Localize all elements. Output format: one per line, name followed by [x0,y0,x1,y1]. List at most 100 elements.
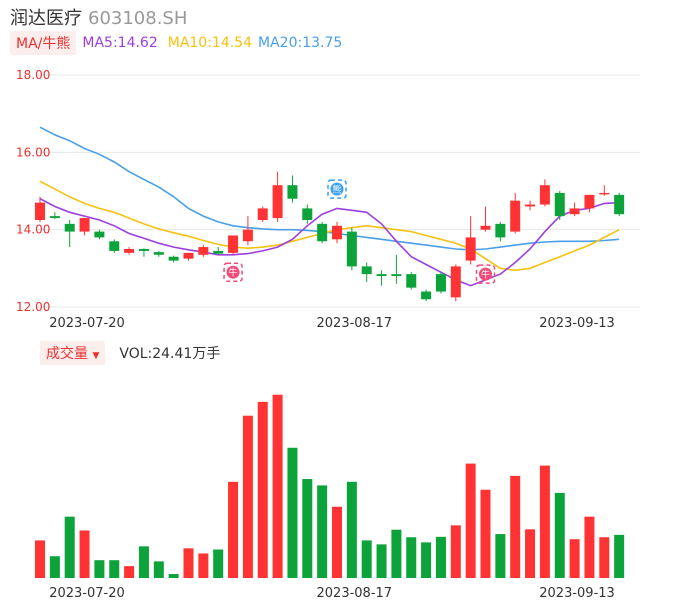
candle [361,266,372,275]
volume-bar [124,566,135,578]
candle [287,185,298,199]
volume-value: VOL:24.41万手 [119,346,221,362]
volume-bar [213,549,224,578]
candle [376,274,387,277]
ma5-legend: MA5:14.62 [82,35,158,51]
candle [584,194,595,209]
volume-bar [287,447,298,578]
svg-text:熊: 熊 [332,184,341,196]
candle [599,192,610,195]
volume-bar [599,537,610,578]
candle [435,274,446,292]
volume-bar [450,525,461,578]
volume-bar [183,548,194,578]
svg-text:牛: 牛 [229,267,238,279]
candle [554,192,565,217]
candle [421,291,432,300]
volume-bar [554,492,565,578]
y-tick-label: 18.00 [16,68,50,82]
candle [510,200,521,232]
volume-bar [168,574,179,578]
candle [525,204,536,207]
candle [346,231,357,267]
volume-bar [64,516,75,578]
volume-bar [495,534,506,578]
ma20-line [39,126,620,251]
bear-signal-icon: 熊 [327,179,347,199]
volume-bar [242,415,253,578]
volume-bar [79,530,90,578]
candle [539,185,550,205]
ma10-line [39,180,620,272]
volume-bar [332,506,342,578]
stock-code: 603108.SH [88,8,188,29]
candle [614,194,625,215]
y-tick-label: 12.00 [16,300,50,314]
volume-bar [376,544,387,578]
ma20-legend: MA20:13.75 [258,35,343,51]
volume-bar [584,516,595,578]
volume-bar [361,540,372,578]
candle [272,185,283,219]
stock-name: 润达医疗 [10,8,82,29]
volume-bar [346,481,357,578]
candle [391,274,402,277]
candle [168,256,179,261]
volume-bar [272,394,283,578]
price-x-tick-label: 2023-08-17 [317,316,393,331]
volume-bar [525,529,536,578]
volume-x-tick-label: 2023-07-20 [49,586,125,601]
candle [228,235,239,253]
y-tick-label: 16.00 [16,145,50,159]
candle [242,229,253,242]
bull-signal-icon: 牛 [223,262,243,282]
candle [302,208,313,220]
candle [450,266,461,298]
candle [465,237,476,261]
bull-signal-icon: 牛 [475,264,496,284]
volume-bar [138,546,149,578]
volume-bar [198,553,209,578]
volume-bar [257,401,268,578]
candle [569,208,580,215]
volume-bar [391,529,402,578]
volume-bar [480,489,491,578]
candle [198,247,209,255]
candle [213,250,224,254]
candle [138,249,149,251]
volume-x-tick-label: 2023-09-13 [539,586,615,601]
svg-text:牛: 牛 [481,269,490,281]
volume-bar [49,556,60,578]
volume-bar [317,485,328,578]
candle [79,218,90,232]
volume-legend: 成交量 ▼ VOL:24.41万手 [40,341,220,365]
volume-bar [435,536,446,578]
volume-bar [614,534,625,578]
candle [49,216,60,219]
ma-legend: MA/牛熊 MA5:14.62 MA10:14.54 MA20:13.75 [10,31,342,55]
price-x-tick-label: 2023-09-13 [539,316,615,331]
candle [124,249,135,253]
volume-bar [228,481,239,578]
volume-bar [465,463,476,578]
candle [35,202,45,220]
volume-bar [539,465,550,578]
ma10-legend: MA10:14.54 [167,35,253,51]
ma5-line [39,197,620,287]
volume-bar [510,475,521,578]
candle [257,208,268,220]
volume-toggle-button[interactable]: 成交量 ▼ [40,341,106,365]
candle [406,274,417,288]
candle [495,223,506,238]
volume-bar [569,539,580,578]
candle [332,225,342,240]
candle [317,223,328,242]
candle [94,231,105,238]
volume-bar [153,561,164,578]
volume-bar [109,560,120,578]
candle [64,223,75,232]
candle [153,252,164,255]
volume-bar [406,537,417,578]
ma-toggle-button[interactable]: MA/牛熊 [10,31,77,55]
